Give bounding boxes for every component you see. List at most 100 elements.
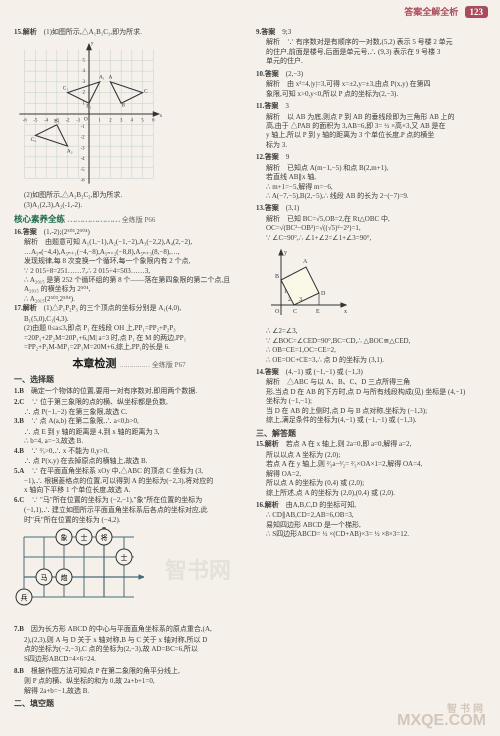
r-q13a: (3,1) (286, 204, 299, 212)
core-ref: 全练版 P66 (122, 216, 156, 224)
r-q9a2: 的住户,前面是楼号,后面是单元号,∴ (9,3) 表示在 9 号楼 3 (256, 48, 486, 57)
r-q15a4: 解得 OA=2, (256, 470, 486, 479)
r-q16a1: 由A,B,C,D 的坐标可知, (286, 501, 356, 509)
r-q10n: 10.答案 (256, 70, 279, 78)
svg-text:5: 5 (141, 119, 144, 124)
svg-text:D: D (321, 291, 326, 297)
svg-text:6: 6 (152, 119, 155, 124)
c-q6t: ∵ "马"所在位置的坐标为 (−2,−1),"象"所在位置的坐标为 (31, 496, 202, 504)
svg-text:1: 1 (99, 119, 102, 124)
c-q2n: 2.C (14, 398, 24, 406)
svg-text:象: 象 (61, 533, 68, 542)
svg-text:C: C (293, 309, 297, 315)
svg-text:1: 1 (284, 289, 287, 295)
r-q15a6: 综上所述,点 A 的坐标为 (2,0),(0,4) 或 (2,0). (256, 489, 486, 498)
svg-text:-1: -1 (81, 125, 86, 130)
chapter-title: 本章检测 (72, 358, 116, 370)
c-q6a2: 时"兵"所在位置的坐标为 (−4,2). (14, 516, 244, 525)
q17-a1: (1)△P₁P₂P₃ 的三个顶点的坐标分别是 A₁(4,0), (44, 304, 181, 312)
r-q12a: 9 (286, 153, 290, 161)
q13-fig: BAD OCExy 123 (266, 245, 486, 325)
r-q7a2: 点的坐标为(−2,−3),C 点的坐标为(2,−3),故 AD=BC=6,所以 (14, 645, 244, 654)
r-q9a: 9;3 (282, 28, 291, 36)
q17-a5: =PP₂+P₂M-MP₁=2P₁M=20M+6,综上,PP₁的长是 6. (14, 343, 244, 352)
svg-text:A₁: A₁ (99, 75, 105, 81)
core-section: 核心素养全练 ………………… 全练版 P66 16.答案 (1,-2);(2⁵⁰… (14, 214, 244, 352)
svg-text:兵: 兵 (21, 593, 28, 602)
watermark-2: MXQE.COM (397, 710, 486, 732)
svg-text:-6: -6 (23, 119, 28, 124)
svg-text:2: 2 (109, 119, 112, 124)
r-q16n: 16.解析 (256, 501, 279, 509)
svg-text:-5: -5 (81, 168, 86, 173)
q16-a1: 解析 由题意可知 A₁(1,−1),A₂(−1,−2),A₃(−2,2),A₄(… (14, 238, 244, 247)
r-q13a7: ∴ OE=OC+CE=3,∴ 点 D 的坐标为 (3,1). (256, 356, 486, 365)
r-q13a4: ∴ ∠2=∠3, (256, 327, 486, 336)
r-q12a3: ∴ m+1=−5,解得 m=−6, (256, 183, 486, 192)
r-q7a1: 2),(2,3),则 A 与 D 关于 x 轴对称,B 与 C 关于 x 轴对称… (14, 636, 244, 645)
r-q11a3: y 轴上,所以 P 到 y 轴的距离为 3 个单位长度,P 点的横坐 (256, 131, 486, 140)
r-q11a4: 标为 3. (256, 141, 486, 150)
c-q3a1: ∴ 点 E 到 y 轴的距离是 4,到 x 轴的距离为 3, (14, 428, 244, 437)
q15-l3: (3)A₁(2,3),A₂(-1,-2). (14, 201, 244, 210)
svg-text:3: 3 (120, 119, 123, 124)
r-q13a6: ∴ OB=CE=1,OC=CE=2, (256, 346, 486, 355)
chapter-ref: 全练版 P67 (152, 361, 186, 369)
r-q8a1: 则 P 点的横、纵坐标的和为 0,故 2a+b+1=0, (14, 677, 244, 686)
svg-text:y: y (91, 41, 94, 47)
q15-graph: xyO ABC A₁C₁B₁ A₂C₂B₂ -6-5-4-3-2-1 12345… (14, 39, 244, 189)
c-q6a1: (−1,1),∴ 建立如图所示平面直角坐标系后各点的坐标对应,此 (14, 506, 244, 515)
r-q8: 8.B 根据作图方法可知点 P 在第二象限的角平分线上, 则 P 点的横、纵坐标… (14, 667, 244, 696)
c-q3a2: ∴ b=4, a=−3,故选 B. (14, 437, 244, 446)
r-q11: 11.答案 3 解析 以 AB 为底,则点 P 到 AB 的垂线段即为三角形 A… (256, 102, 486, 150)
r-q15a5: 所以点 A 的坐标为 (0,4) 或 (2,0); (256, 479, 486, 488)
r-q13a5: ∵ ∠BOC=∠CED=90°,BC=CD,∴ △BOC≅△CED, (256, 337, 486, 346)
c-q5n: 5.A (14, 467, 24, 475)
c-q4n: 4.B (14, 447, 24, 455)
content-columns: 15.解析 (1)如图所示,△A₁B₁C₁,即为所求. (14, 28, 486, 726)
r-q8a2: 解得 2a+b=−1,故选 B. (14, 687, 244, 696)
svg-text:5: 5 (82, 59, 85, 64)
svg-text:将: 将 (101, 533, 108, 542)
svg-text:-4: -4 (81, 158, 86, 163)
r-q11a2: 高,由于 △PAB 的面积为 3,AB=6,即 3= ½ ×高×3,又 AB 是… (256, 122, 486, 131)
r-q14a3: 坐标为 (−1,−1); (256, 397, 486, 406)
q15-num: 15.解析 (14, 28, 37, 36)
r-q16a4: ∴ S四边形ABCD= ½ ×(CD+AB)×3= ½ ×8×3=12. (256, 530, 486, 539)
r-q14a2: 形,当点 D 在 AB 的下方时,点 D 与所有线段构成(见) 坐标是 (4,−… (256, 388, 486, 397)
svg-text:B₁: B₁ (86, 104, 92, 110)
c-q5t: ∵ 在平面直角坐标系 xOy 中,△ABC 的顶点 C 坐标为 (3, (31, 467, 203, 475)
svg-text:-1: -1 (76, 119, 81, 124)
r-q15r: 15.解析 若点 A 在 x 轴上,则 2a=0,即 a=0,解得 a=2, 所… (256, 440, 486, 498)
c-q4t: ∵ ³⁄ₓ>0,∴ x 不能为 0,y>0, (31, 447, 109, 455)
dots: ………………… (67, 214, 120, 224)
c-q6n: 6.C (14, 496, 24, 504)
r-q12a1: 解析 已知点 A(m−1,−5) 和点 B(2,m+1), (256, 164, 486, 173)
q15-block: 15.解析 (1)如图所示,△A₁B₁C₁,即为所求. (14, 28, 244, 210)
r-q11a: 3 (285, 102, 289, 110)
svg-text:-3: -3 (81, 147, 86, 152)
svg-text:-2: -2 (66, 119, 71, 124)
r-q13a1: 解析 已知 BC=√5,OB=2,在 Rt△OBC 中, (256, 215, 486, 224)
r-q13: 13.答案 (3,1) 解析 已知 BC=√5,OB=2,在 Rt△OBC 中,… (256, 204, 486, 365)
c-q5a2: x 轴向下平移 1 个单位长度,故选 A. (14, 486, 244, 495)
r-q14a: (4,−1) 或 (−1,−1) 或 (−1,3) (286, 368, 363, 376)
q17-a3: (2)由题 0≤a≤3,即点 P₁ 在线段 OH 上,PP₁=PP₂+P₂P₃ (14, 324, 244, 333)
q16-a7: ∴ A₂₀₁₅(2⁵⁰³,2⁵⁰⁴). (14, 295, 244, 304)
r-q13a2: OC=√(BC²−OB²)=√((√5)²−2²)=1, (256, 224, 486, 233)
q15-l1: (1)如图所示,△A₁B₁C₁,即为所求. (44, 28, 142, 36)
r-q15a1: 若点 A 在 x 轴上,则 2a=0,即 a=0,解得 a=2, (286, 440, 412, 448)
svg-text:-4: -4 (44, 119, 49, 124)
svg-text:士: 士 (81, 533, 88, 542)
r-q15a3: 若点 A 在 y 轴上,则 ²⁄₃a−³⁄₂= ²⁄₃×OA×1=2,解得 OA… (256, 460, 486, 469)
c-q2t: ∵ 位于第三象限的点的横、纵坐标都是负数, (31, 398, 168, 406)
svg-text:y: y (284, 250, 287, 256)
svg-text:E: E (316, 309, 320, 315)
svg-text:3: 3 (299, 297, 302, 303)
r-q12a4: ∴ A(−7,−5),B(2,−5),∴ 线段 AB 的长为 2−(−7)=9. (256, 192, 486, 201)
r-q9: 9.答案 9;3 解析 ∵ 有序数对是有顺序的一对数,(5,2) 表示 5 号楼… (256, 28, 486, 67)
q17-a4: =20P₁+2P₂M=20P₁+6,|M| a=3 时,点 P₁ 在 M 的两边… (14, 334, 244, 343)
r-q12: 12.答案 9 解析 已知点 A(m−1,−5) 和点 B(2,m+1), 若直… (256, 153, 486, 201)
svg-text:-3: -3 (55, 119, 60, 124)
header-title: 答案全解全析 (404, 7, 458, 17)
